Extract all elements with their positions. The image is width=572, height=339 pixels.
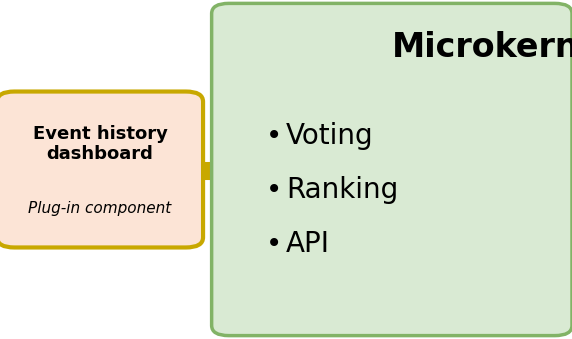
Text: Voting: Voting — [286, 122, 374, 149]
Text: •: • — [266, 122, 282, 149]
Text: Microkernel: Microkernel — [392, 31, 572, 64]
Text: •: • — [266, 230, 282, 258]
Text: Event history
dashboard: Event history dashboard — [33, 125, 168, 163]
Text: •: • — [266, 176, 282, 204]
Text: API: API — [286, 230, 330, 258]
FancyBboxPatch shape — [212, 3, 572, 336]
Text: Plug-in component: Plug-in component — [29, 201, 172, 216]
Text: Ranking: Ranking — [286, 176, 398, 204]
FancyBboxPatch shape — [0, 92, 203, 247]
